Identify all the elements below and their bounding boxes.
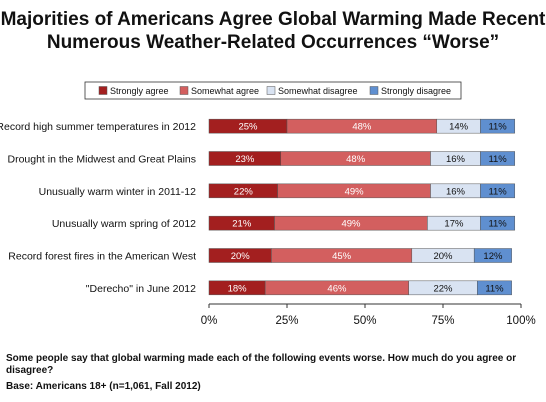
data-label-somewhat-disagree-4: 20% bbox=[433, 251, 453, 262]
category-label-2: Unusually warm winter in 2011-12 bbox=[39, 186, 197, 198]
x-tick-label-2: 50% bbox=[353, 315, 376, 327]
data-label-somewhat-agree-3: 49% bbox=[341, 219, 361, 230]
data-label-somewhat-agree-2: 49% bbox=[345, 186, 365, 197]
x-tick-label-0: 0% bbox=[201, 315, 218, 327]
chart-title: Majorities of Americans Agree Global War… bbox=[0, 8, 546, 54]
data-label-somewhat-disagree-5: 22% bbox=[433, 283, 453, 294]
legend-label-somewhat-agree: Somewhat agree bbox=[191, 86, 259, 96]
bar-strongly-disagree-5 bbox=[477, 280, 512, 296]
data-label-somewhat-agree-1: 48% bbox=[346, 154, 366, 165]
data-label-somewhat-disagree-1: 16% bbox=[446, 154, 466, 165]
x-tick-label-4: 100% bbox=[506, 315, 535, 327]
data-label-strongly-agree-2: 22% bbox=[234, 186, 254, 197]
data-label-strongly-disagree-4: 12% bbox=[483, 251, 503, 262]
legend-label-strongly-disagree: Strongly disagree bbox=[381, 86, 451, 96]
legend-label-strongly-agree: Strongly agree bbox=[110, 86, 169, 96]
data-label-strongly-agree-0: 25% bbox=[238, 122, 258, 133]
data-label-somewhat-agree-4: 45% bbox=[332, 251, 352, 262]
category-label-5: "Derecho" in June 2012 bbox=[86, 283, 196, 295]
legend-swatch-somewhat-agree bbox=[179, 86, 189, 95]
data-label-strongly-disagree-3: 11% bbox=[488, 219, 507, 230]
data-label-strongly-agree-4: 20% bbox=[231, 251, 251, 262]
bar-strongly-disagree-1 bbox=[480, 151, 516, 166]
footnote: Some people say that global warming made… bbox=[6, 353, 536, 393]
data-label-somewhat-agree-0: 48% bbox=[352, 122, 372, 133]
legend-swatch-strongly-disagree bbox=[369, 86, 379, 95]
bar-strongly-disagree-2 bbox=[480, 183, 516, 199]
legend-label-somewhat-disagree: Somewhat disagree bbox=[278, 86, 358, 96]
category-label-4: Record forest fires in the American West bbox=[8, 251, 196, 263]
legend-swatch-somewhat-disagree bbox=[266, 86, 276, 95]
chart-title-line-2: Numerous Weather-Related Occurrences “Wo… bbox=[46, 32, 500, 53]
category-label-3: Unusually warm spring of 2012 bbox=[52, 218, 196, 230]
x-tick-label-1: 25% bbox=[275, 315, 298, 327]
bar-strongly-disagree-3 bbox=[480, 215, 516, 231]
data-label-somewhat-agree-5: 46% bbox=[327, 283, 347, 294]
survey-base: Base: Americans 18+ (n=1,061, Fall 2012) bbox=[6, 381, 201, 392]
category-label-1: Drought in the Midwest and Great Plains bbox=[7, 154, 196, 166]
data-label-somewhat-disagree-0: 14% bbox=[449, 122, 469, 133]
data-label-strongly-disagree-0: 11% bbox=[488, 122, 507, 133]
data-label-somewhat-disagree-2: 16% bbox=[446, 186, 466, 197]
bar-strongly-disagree-0 bbox=[480, 118, 516, 134]
data-label-strongly-agree-3: 21% bbox=[232, 219, 252, 230]
legend-swatch-strongly-agree bbox=[98, 86, 108, 95]
chart-title-line-1: Majorities of Americans Agree Global War… bbox=[0, 9, 546, 30]
category-label-0: Record high summer temperatures in 2012 bbox=[0, 121, 196, 133]
x-tick-label-3: 75% bbox=[431, 315, 454, 327]
bar-strongly-disagree-4 bbox=[473, 248, 512, 263]
survey-question: Some people say that global warming made… bbox=[6, 353, 517, 376]
data-label-strongly-disagree-5: 11% bbox=[485, 283, 504, 294]
data-label-somewhat-disagree-3: 17% bbox=[444, 219, 464, 230]
data-label-strongly-disagree-2: 11% bbox=[488, 186, 507, 197]
data-label-strongly-disagree-1: 11% bbox=[488, 154, 507, 165]
data-label-strongly-agree-5: 18% bbox=[228, 283, 248, 294]
data-label-strongly-agree-1: 23% bbox=[235, 154, 255, 165]
